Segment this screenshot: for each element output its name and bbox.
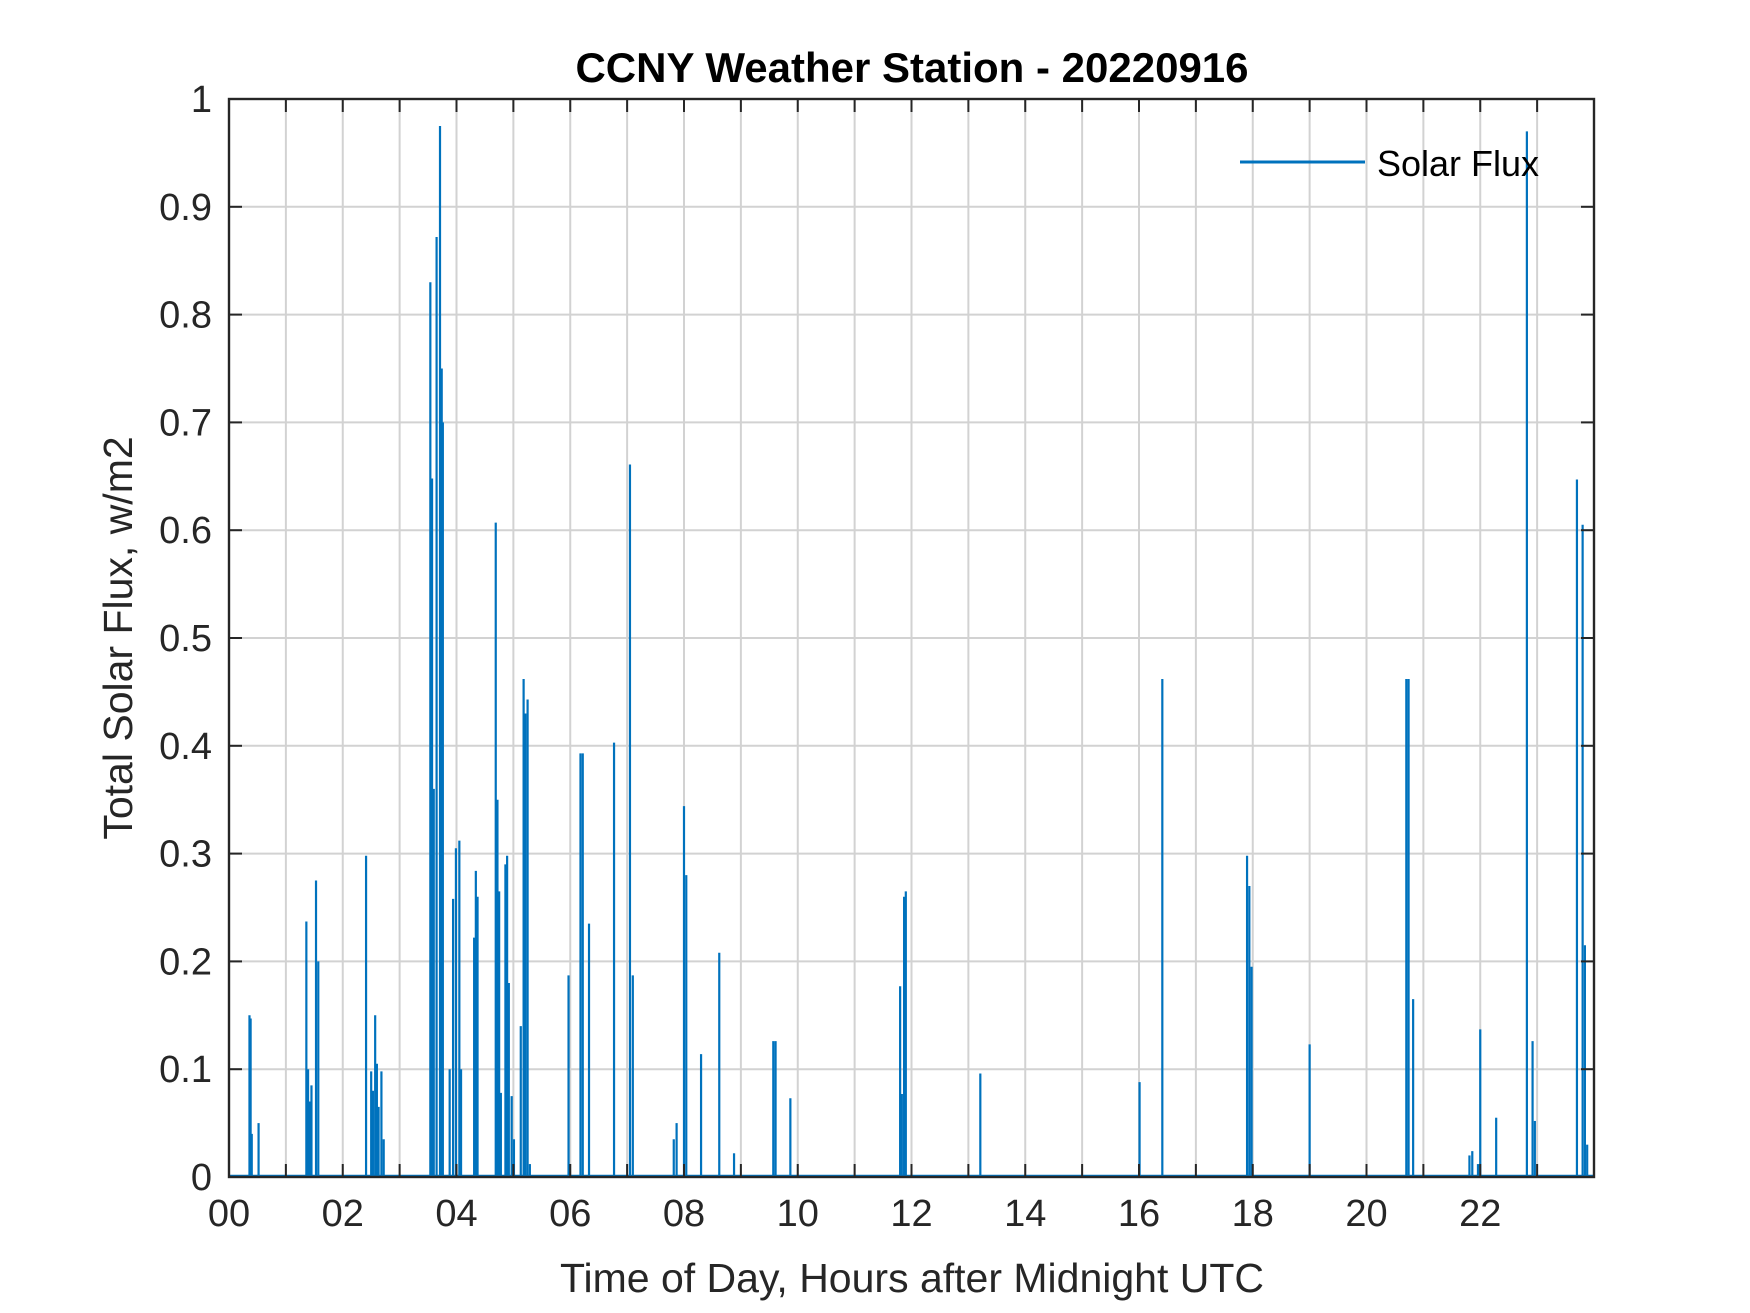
x-tick-label: 20 [1345,1193,1387,1235]
y-tick-label: 0 [191,1157,212,1199]
x-tick-label: 02 [322,1193,364,1235]
y-tick-label: 0.5 [159,618,212,660]
x-tick-label: 12 [890,1193,932,1235]
y-tick-label: 0.7 [159,402,212,444]
x-tick-label: 06 [549,1193,591,1235]
y-tick-label: 0.6 [159,510,212,552]
y-tick-label: 0.2 [159,941,212,983]
x-axis-label: Time of Day, Hours after Midnight UTC [560,1255,1264,1301]
legend[interactable]: Solar Flux [1240,143,1539,184]
x-tick-label: 18 [1232,1193,1274,1235]
x-tick-label: 10 [777,1193,819,1235]
x-tick-label: 04 [435,1193,477,1235]
y-tick-label: 1 [191,79,212,121]
x-tick-label: 16 [1118,1193,1160,1235]
y-tick-labels: 0 0.1 0.2 0.3 0.4 0.5 0.6 0.7 0.8 0.9 1 [159,79,212,1199]
y-tick-label: 0.8 [159,295,212,337]
y-tick-label: 0.1 [159,1049,212,1091]
y-tick-label: 0.4 [159,726,212,768]
chart-title: CCNY Weather Station - 20220916 [575,44,1248,91]
x-tick-label: 22 [1459,1193,1501,1235]
legend-entry-solar-flux: Solar Flux [1377,143,1539,184]
x-tick-label: 00 [208,1193,250,1235]
y-tick-label: 0.9 [159,187,212,229]
x-tick-label: 08 [663,1193,705,1235]
x-tick-labels: 00 02 04 06 08 10 12 14 16 18 20 22 [208,1193,1502,1235]
x-tick-label: 14 [1004,1193,1046,1235]
y-tick-label: 0.3 [159,834,212,876]
plot-border [227,97,1596,1179]
y-axis-label: Total Solar Flux, w/m2 [95,436,141,839]
